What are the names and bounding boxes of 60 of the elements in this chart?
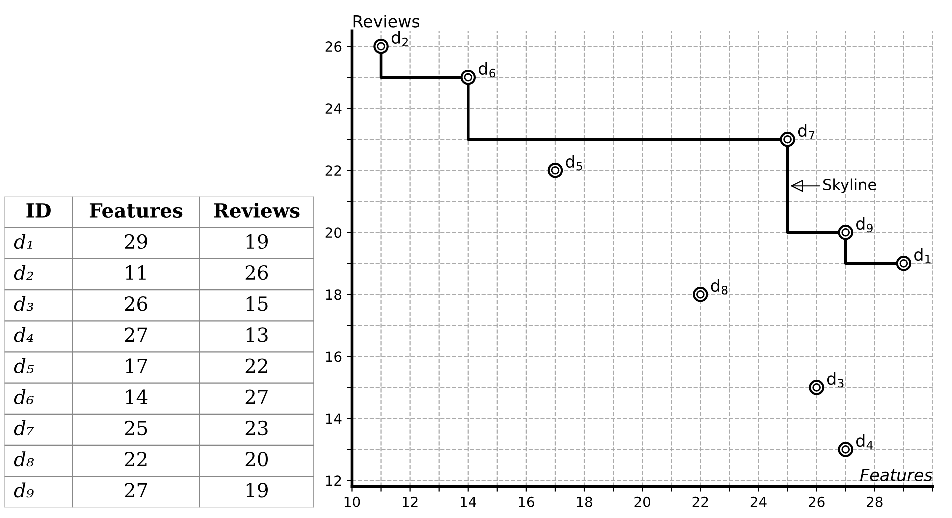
y-axis-title: Reviews	[354, 14, 420, 28]
y-tick-label: 18	[326, 290, 342, 300]
y-tick-label: 16	[326, 352, 342, 362]
annotation: d$_{4}$	[856, 434, 874, 450]
x-tick-label: 18	[577, 496, 592, 508]
y-tick-label: 26	[326, 42, 342, 52]
annotation: d$_{2}$	[392, 31, 408, 47]
text: 13	[246, 328, 268, 342]
x-tick-label: 28	[867, 496, 883, 508]
text: d₆	[14, 389, 34, 404]
text: 20	[246, 452, 268, 467]
text: d₂	[14, 265, 34, 280]
text: 29	[125, 234, 148, 250]
text: 19	[246, 483, 268, 498]
y-tick-label: 14	[326, 414, 342, 424]
annotation: Skyline	[824, 178, 876, 194]
text: d₅	[14, 358, 34, 374]
y-tick-label: 12	[326, 476, 342, 486]
text: 27	[125, 483, 148, 498]
text: 19	[246, 234, 268, 250]
text: 17	[126, 358, 148, 374]
y-tick-label: 20	[326, 228, 342, 238]
category-label: Reviews	[214, 202, 300, 218]
text: d₃	[14, 296, 34, 312]
x-tick-label: 22	[692, 496, 708, 508]
annotation: d$_{6}$	[479, 62, 496, 78]
text: 15	[246, 296, 268, 312]
x-tick-label: 12	[403, 496, 418, 508]
x-tick-label: 14	[461, 497, 476, 508]
text: 14	[126, 390, 148, 404]
annotation: d$_{7}$	[798, 124, 815, 140]
text: 26	[125, 296, 148, 312]
text: 22	[125, 452, 147, 466]
y-tick-label: 22	[326, 166, 342, 176]
text: 27	[246, 390, 268, 404]
x-tick-label: 16	[519, 496, 534, 508]
text: 23	[246, 420, 268, 436]
text: d₈	[14, 452, 34, 467]
category-label: ID	[26, 204, 51, 218]
text: 22	[246, 358, 268, 374]
text: 27	[125, 328, 148, 342]
x-tick-label: 20	[634, 496, 651, 508]
annotation: d$_{1}$	[914, 248, 931, 264]
x-axis-title: Features	[860, 469, 933, 482]
category-label: Features	[90, 204, 183, 218]
annotation: d$_{3}$	[827, 372, 844, 388]
annotation: d$_{9}$	[856, 217, 873, 233]
text: 11	[126, 265, 146, 280]
text: d₄	[14, 327, 34, 342]
x-tick-label: 24	[750, 496, 767, 508]
x-tick-label: 26	[808, 496, 825, 508]
x-tick-label: 10	[344, 496, 360, 508]
annotation: d$_{5}$	[566, 155, 582, 171]
text: d₇	[14, 420, 34, 436]
text: d₁	[14, 234, 32, 250]
text: d₉	[14, 482, 34, 498]
y-tick-label: 24	[326, 104, 342, 114]
annotation: d$_{8}$	[711, 279, 728, 295]
text: 25	[125, 420, 148, 436]
text: 26	[246, 265, 268, 280]
